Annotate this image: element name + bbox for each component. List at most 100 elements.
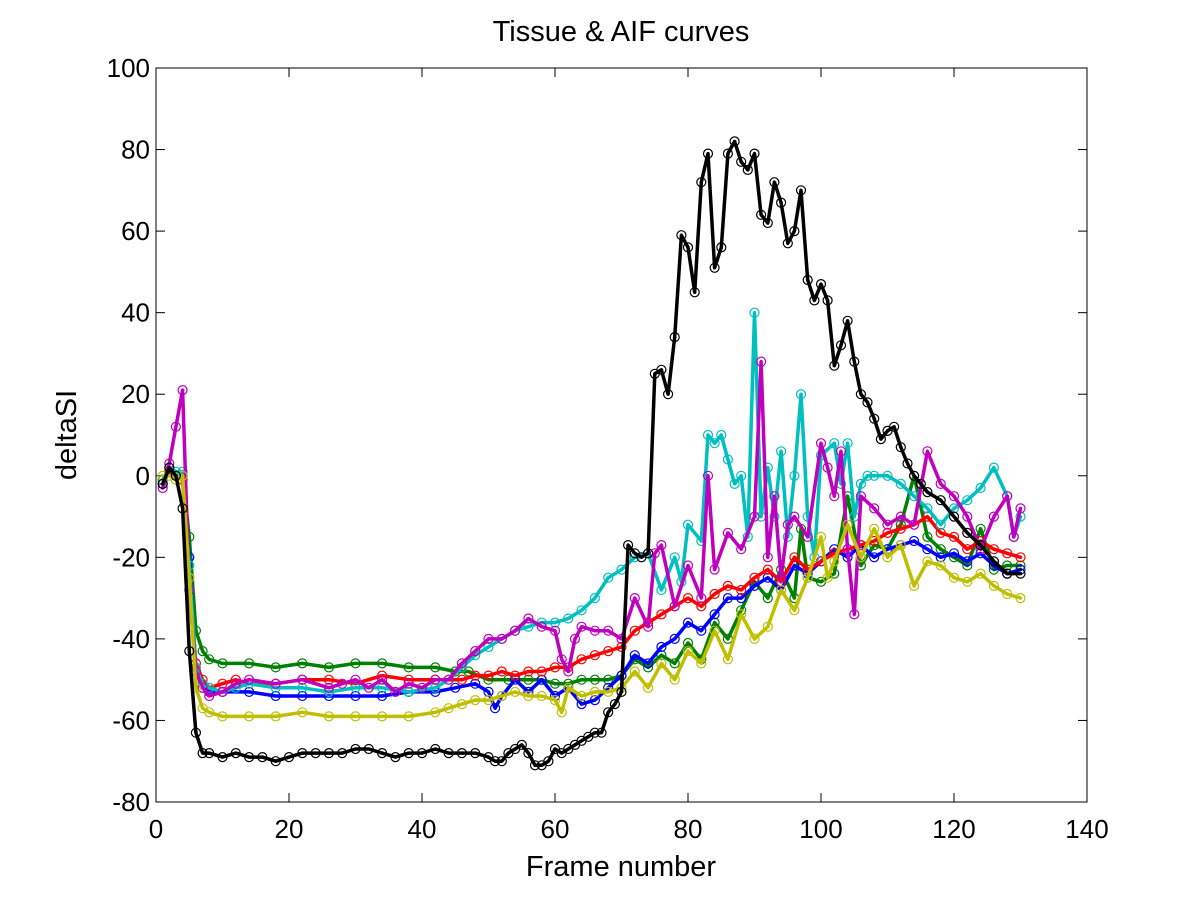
data-point [603,625,614,636]
data-point [470,670,481,681]
data-point [270,711,281,722]
data-point [669,601,680,612]
data-point [935,544,946,555]
data-point [204,747,215,759]
data-point [749,307,760,318]
data-point [809,295,820,306]
data-point [948,531,960,543]
data-point [170,470,181,481]
data-point [775,197,787,208]
data-point [483,670,494,681]
series-line [160,310,1023,694]
data-point [736,609,747,620]
data-point [829,556,840,567]
data-point [642,548,654,559]
data-point [1002,568,1013,579]
data-point [443,674,454,685]
data-point [549,694,561,706]
data-point [164,462,175,473]
y-tick-label: -40 [112,624,150,654]
data-point [204,690,215,702]
data-point [496,666,507,677]
data-point [523,621,534,632]
data-point [536,674,547,685]
data-point [430,662,441,673]
data-point [270,756,281,767]
data-point [297,682,308,693]
data-point [882,552,893,563]
data-point [722,148,734,159]
data-point [948,491,960,502]
series-line [160,359,1023,698]
data-point [802,531,813,543]
data-point [310,747,321,759]
data-point [622,539,634,551]
data-point [862,470,873,481]
data-point [377,711,388,722]
data-point [509,686,521,698]
data-point [935,495,946,506]
data-point [948,572,960,583]
data-point [795,389,807,400]
data-point [696,658,707,669]
data-point [762,592,773,604]
data-point [456,674,467,685]
data-point [722,527,734,539]
data-point [902,458,913,469]
data-point [922,531,933,543]
data-point [908,580,920,592]
data-point [749,511,760,522]
data-point [496,633,507,645]
data-point [576,690,587,702]
data-point [1002,548,1013,559]
data-point [576,698,587,710]
data-point [835,446,847,457]
data-point [922,503,933,514]
data-point [656,364,667,375]
data-point [350,682,361,693]
data-point [549,678,561,689]
data-point [363,682,374,693]
data-point [656,658,667,669]
data-point [842,519,853,530]
data-point [702,470,714,481]
data-point [430,682,441,693]
data-point [244,674,255,685]
data-point [217,658,228,669]
x-axis-label: Frame number [526,851,717,883]
data-point [523,674,534,685]
data-point [496,690,507,702]
data-point [443,747,454,759]
chart-title: Tissue & AIF curves [493,16,750,48]
data-point [815,279,827,290]
x-tick-label: 100 [799,814,842,844]
data-point [184,645,195,657]
data-point [722,580,734,592]
data-point [682,519,694,530]
data-point [922,544,933,555]
data-point [762,217,773,229]
data-point [822,295,833,306]
data-point [549,617,561,628]
data-point [962,527,973,539]
data-point [895,539,906,551]
data-point [775,572,787,583]
data-point [908,519,920,530]
data-point [589,686,601,698]
data-point [523,613,534,624]
data-point [323,711,334,722]
data-point [935,527,946,539]
data-point [789,226,800,237]
data-point [682,560,694,571]
data-point [935,519,946,530]
data-point [217,678,228,689]
data-point [1015,568,1026,579]
data-point [869,523,880,534]
data-point [470,694,481,706]
data-point [782,519,793,530]
data-point [829,360,840,371]
data-point [855,491,867,502]
data-point [988,556,1000,567]
data-point [377,674,388,685]
data-point [682,645,694,657]
